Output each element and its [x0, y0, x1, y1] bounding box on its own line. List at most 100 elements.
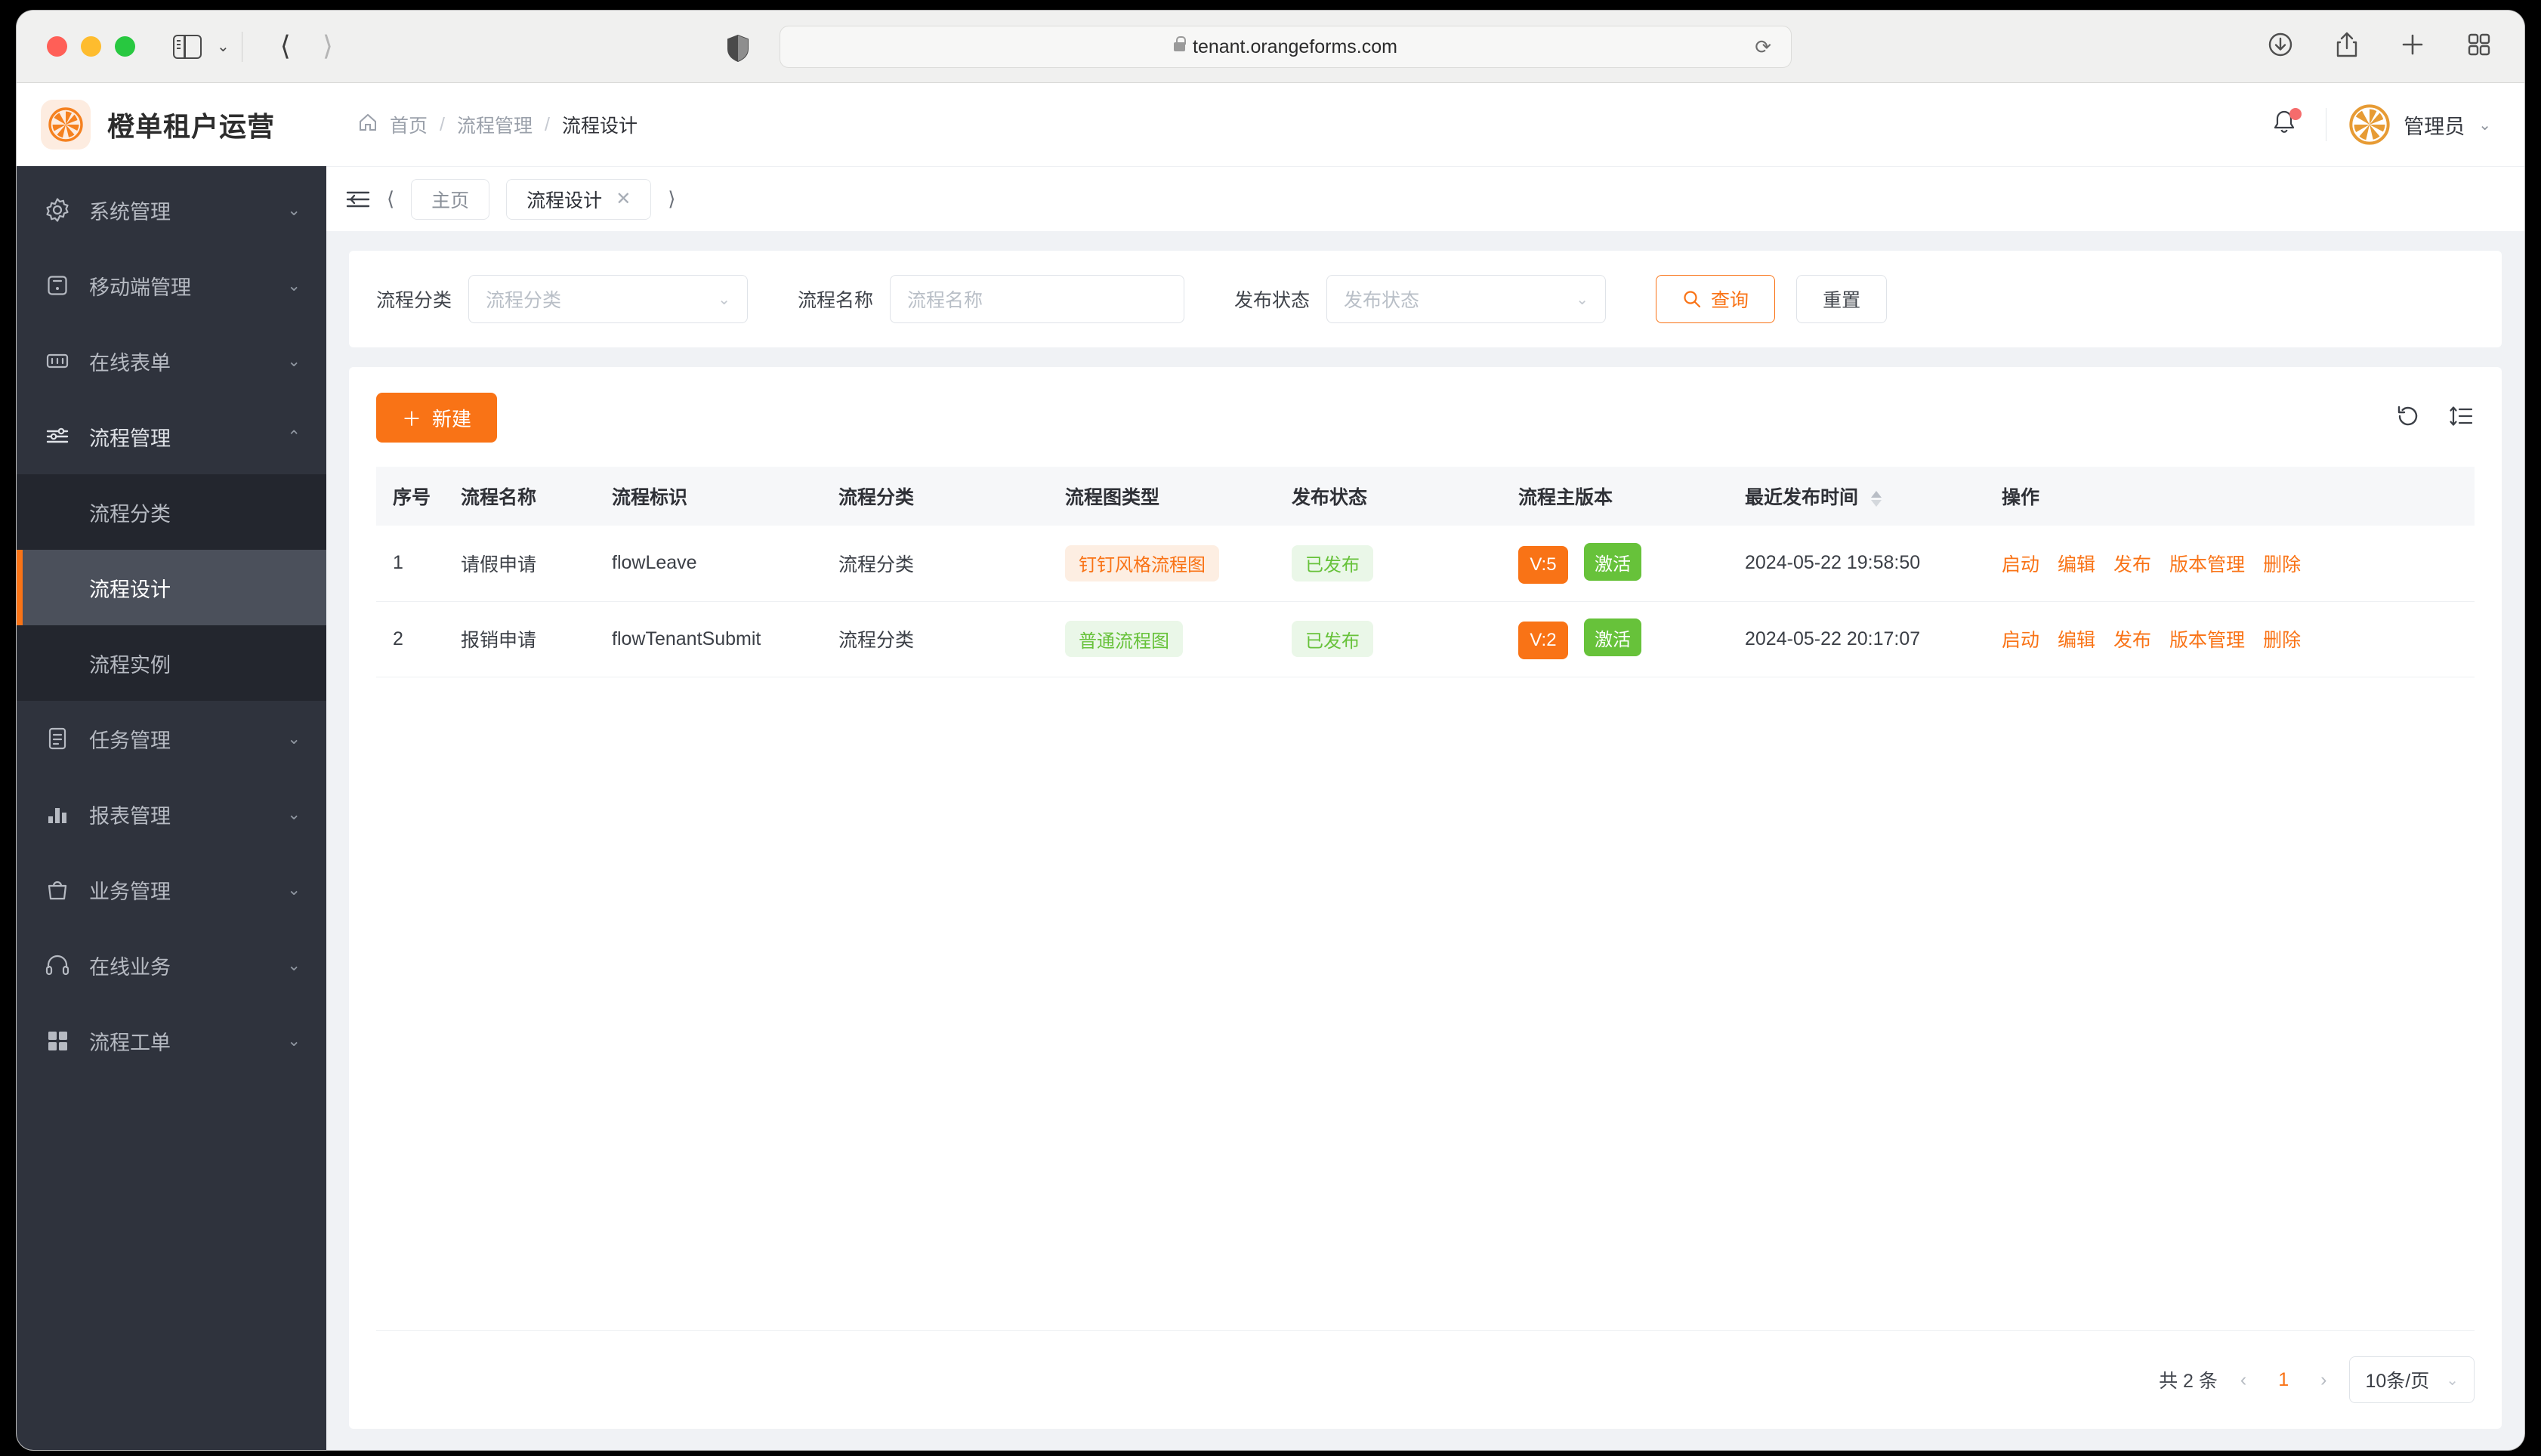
sidebar-subitem-label: 流程实例 [89, 653, 171, 677]
brand-header[interactable]: 橙单租户运营 [17, 83, 326, 166]
diagram-type-tag: 钉钉风格流程图 [1065, 544, 1219, 581]
create-button[interactable]: ＋ 新建 [376, 393, 498, 443]
table-header: 序号 流程名称 流程标识 流程分类 流程图类型 发布状态 流程主版本 最近发布时… [376, 467, 2475, 526]
filter-status-label: 发布状态 [1234, 290, 1311, 311]
chart-icon [44, 800, 71, 828]
process-table-card: ＋ 新建 [349, 367, 2502, 1429]
gear-icon [44, 196, 71, 224]
sidebar-item-process-instance[interactable]: 流程实例 [17, 625, 326, 701]
sidebar-item-business-management[interactable]: 业务管理 ⌄ [17, 852, 326, 927]
op-version-manage-link[interactable]: 版本管理 [2169, 630, 2246, 651]
sidebar-item-process-design[interactable]: 流程设计 [17, 550, 326, 625]
close-window-button[interactable] [47, 36, 67, 57]
sidebar-item-process-category[interactable]: 流程分类 [17, 474, 326, 550]
table-row[interactable]: 1 请假申请 flowLeave 流程分类 钉钉风格流程图 已发布 [376, 526, 2475, 602]
breadcrumb-level2[interactable]: 流程管理 [456, 116, 533, 137]
sort-toggle-icon[interactable] [1870, 490, 1882, 507]
sidebar-toggle-icon[interactable] [173, 34, 202, 59]
home-icon[interactable] [358, 113, 378, 137]
cell-main-version: V:2 激活 [1502, 601, 1728, 677]
sliders-icon [44, 423, 71, 450]
address-bar[interactable]: tenant.orangeforms.com ⟳ [780, 26, 1792, 68]
cell-publish-status: 已发布 [1275, 526, 1502, 602]
cell-name: 报销申请 [444, 601, 595, 677]
sidebar-subitem-label: 流程分类 [89, 502, 171, 526]
sidebar: 橙单租户运营 系统管理 ⌄ 移动端管理 ⌄ [17, 83, 326, 1450]
maximize-window-button[interactable] [115, 36, 135, 57]
lock-icon [1174, 36, 1186, 51]
op-start-link[interactable]: 启动 [2002, 554, 2040, 575]
column-header-main-version: 流程主版本 [1502, 467, 1728, 526]
op-edit-link[interactable]: 编辑 [2058, 554, 2096, 575]
shield-icon[interactable] [727, 34, 749, 66]
sidebar-item-process-work-order[interactable]: 流程工单 ⌄ [17, 1003, 326, 1078]
breadcrumb-separator: / [440, 113, 445, 135]
filter-category: 流程分类 流程分类 ⌄ [376, 275, 749, 323]
minimize-window-button[interactable] [81, 36, 101, 57]
op-delete-link[interactable]: 删除 [2263, 554, 2302, 575]
tab-overview-icon[interactable] [2467, 32, 2491, 60]
column-header-published-at[interactable]: 最近发布时间 [1728, 467, 1985, 526]
tab-process-design[interactable]: 流程设计 ✕ [506, 178, 652, 220]
pagination-page-1[interactable]: 1 [2278, 1368, 2289, 1390]
sidebar-item-process-management[interactable]: 流程管理 ⌃ [17, 399, 326, 474]
sidebar-item-task-management[interactable]: 任务管理 ⌄ [17, 701, 326, 776]
avatar [2349, 104, 2390, 145]
cell-diagram-type: 钉钉风格流程图 [1048, 526, 1275, 602]
headset-icon [44, 952, 71, 979]
sidebar-item-online-business[interactable]: 在线业务 ⌄ [17, 927, 326, 1003]
page-size-select[interactable]: 10条/页 ⌄ [2349, 1356, 2475, 1403]
collapse-menu-icon[interactable] [346, 189, 370, 210]
sidebar-item-report-management[interactable]: 报表管理 ⌄ [17, 776, 326, 852]
filter-category-select[interactable]: 流程分类 ⌄ [468, 275, 749, 323]
query-button-label: 查询 [1711, 290, 1749, 311]
reload-icon[interactable]: ⟳ [1755, 35, 1771, 58]
column-header-name: 流程名称 [444, 467, 595, 526]
row-density-icon[interactable] [2447, 403, 2475, 433]
user-name: 管理员 [2404, 115, 2465, 138]
op-delete-link[interactable]: 删除 [2263, 630, 2302, 651]
op-publish-link[interactable]: 发布 [2113, 554, 2152, 575]
chevron-down-icon: ⌄ [2478, 116, 2491, 134]
close-icon[interactable]: ✕ [616, 189, 631, 209]
pagination-prev-button[interactable]: ‹ [2240, 1368, 2247, 1390]
back-arrow-icon[interactable]: ⟨ [279, 30, 291, 62]
share-icon[interactable] [2336, 31, 2358, 62]
query-button[interactable]: 查询 [1656, 275, 1776, 323]
filter-status-select[interactable]: 发布状态 ⌄ [1326, 275, 1607, 323]
url-text: tenant.orangeforms.com [1193, 35, 1397, 57]
op-start-link[interactable]: 启动 [2002, 630, 2040, 651]
sidebar-item-label: 流程工单 [89, 1031, 171, 1054]
chevron-down-icon[interactable]: ⌄ [217, 38, 230, 55]
downloads-icon[interactable] [2268, 32, 2293, 61]
notification-bell-button[interactable] [2268, 107, 2303, 142]
reset-button[interactable]: 重置 [1796, 275, 1888, 323]
table-row[interactable]: 2 报销申请 flowTenantSubmit 流程分类 普通流程图 已发布 [376, 601, 2475, 677]
column-header-publish-status: 发布状态 [1275, 467, 1502, 526]
refresh-icon[interactable] [2394, 403, 2422, 433]
chevron-down-icon: ⌄ [287, 881, 301, 899]
sidebar-item-mobile-management[interactable]: 移动端管理 ⌄ [17, 248, 326, 323]
breadcrumb-home[interactable]: 首页 [390, 116, 428, 137]
tabs-scroll-right-button[interactable]: ⟩ [668, 187, 676, 210]
user-menu[interactable]: 管理员 ⌄ [2349, 104, 2491, 145]
filter-name-input[interactable]: 流程名称 [890, 275, 1185, 323]
search-icon [1684, 291, 1701, 308]
column-header-key: 流程标识 [595, 467, 822, 526]
cell-diagram-type: 普通流程图 [1048, 601, 1275, 677]
new-tab-icon[interactable] [2401, 32, 2425, 60]
op-version-manage-link[interactable]: 版本管理 [2169, 554, 2246, 575]
sidebar-item-system-management[interactable]: 系统管理 ⌄ [17, 172, 326, 248]
table-body: 1 请假申请 flowLeave 流程分类 钉钉风格流程图 已发布 [376, 526, 2475, 677]
op-publish-link[interactable]: 发布 [2113, 630, 2152, 651]
cell-key: flowLeave [595, 526, 822, 602]
op-edit-link[interactable]: 编辑 [2058, 630, 2096, 651]
chevron-down-icon: ⌄ [287, 352, 301, 370]
forward-arrow-icon[interactable]: ⟩ [322, 30, 333, 62]
sidebar-item-online-form[interactable]: 在线表单 ⌄ [17, 323, 326, 399]
tabs-scroll-left-button[interactable]: ⟨ [387, 187, 395, 210]
pagination-next-button[interactable]: › [2320, 1368, 2327, 1390]
table-header-row: 序号 流程名称 流程标识 流程分类 流程图类型 发布状态 流程主版本 最近发布时… [376, 467, 2475, 526]
tab-home[interactable]: 主页 [411, 178, 490, 220]
active-badge: 激活 [1583, 543, 1641, 581]
